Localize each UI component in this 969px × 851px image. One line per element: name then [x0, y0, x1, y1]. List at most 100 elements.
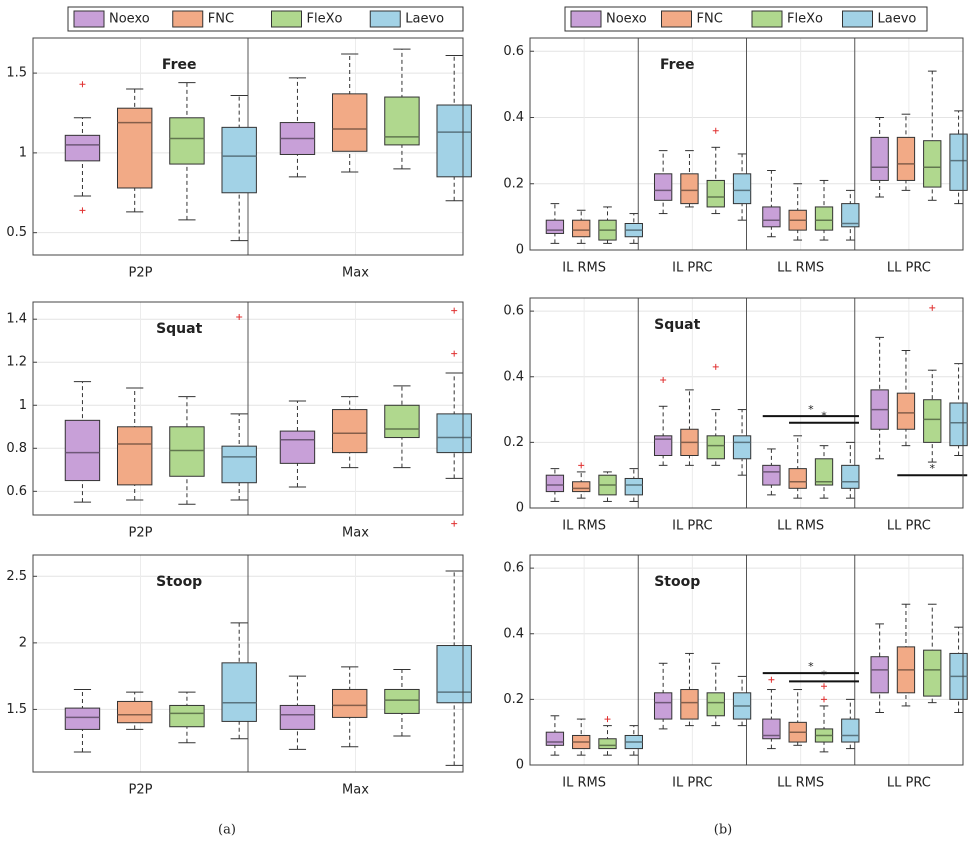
- significance-star: *: [821, 668, 827, 681]
- chart-title: Free: [660, 57, 695, 73]
- box: [64, 134, 101, 162]
- x-tick-label: LL PRC: [887, 519, 931, 534]
- box: [169, 117, 205, 165]
- chart-title: Free: [162, 57, 197, 73]
- outlier: [604, 716, 611, 723]
- box: [814, 206, 834, 231]
- caption: (a): [218, 823, 236, 838]
- box: [169, 426, 205, 477]
- box: [680, 689, 699, 720]
- box: [762, 718, 781, 740]
- chart-title: Stoop: [654, 574, 700, 590]
- x-tick-label: LL PRC: [887, 261, 931, 276]
- y-tick-label: 1.4: [6, 312, 27, 327]
- x-tick-label: Max: [342, 526, 369, 541]
- x-tick-label: IL RMS: [562, 776, 606, 791]
- y-tick-label: 0.2: [503, 176, 524, 191]
- legend-label: FNC: [697, 12, 723, 27]
- y-tick-label: 0: [516, 501, 524, 516]
- outlier: [712, 363, 719, 370]
- box: [896, 392, 916, 430]
- box: [436, 104, 472, 178]
- box: [896, 136, 916, 181]
- box: [331, 409, 368, 454]
- box: [116, 426, 153, 486]
- outlier: [451, 350, 458, 357]
- legend-label: Laevo: [878, 12, 917, 27]
- significance-star: *: [808, 660, 814, 673]
- x-tick-label: IL PRC: [672, 261, 713, 276]
- y-tick-label: 0.6: [503, 561, 524, 576]
- box: [331, 93, 368, 152]
- x-tick-label: P2P: [129, 526, 153, 541]
- box: [64, 419, 101, 482]
- legend-swatch: [172, 10, 204, 28]
- box: [384, 404, 420, 439]
- box: [923, 140, 942, 188]
- plot-frame: [529, 37, 964, 251]
- box: [923, 649, 942, 697]
- box: [923, 399, 942, 443]
- legend-label: FleXo: [307, 12, 343, 27]
- box: [384, 688, 420, 714]
- box: [116, 107, 153, 189]
- box: [653, 435, 673, 456]
- box: [169, 704, 205, 728]
- outlier: [929, 304, 936, 311]
- plot-frame: [529, 297, 964, 509]
- plot-frame: [32, 301, 464, 516]
- outlier: [236, 314, 243, 321]
- box: [653, 173, 673, 201]
- outlier: [768, 676, 775, 683]
- box: [706, 179, 725, 208]
- x-tick-label: Max: [342, 266, 369, 281]
- box: [436, 645, 472, 704]
- x-tick-label: IL PRC: [672, 776, 713, 791]
- box: [706, 435, 725, 460]
- y-tick-label: 0.5: [6, 225, 27, 240]
- legend-swatch: [661, 10, 692, 28]
- box: [436, 413, 472, 454]
- x-tick-label: P2P: [129, 783, 153, 798]
- x-tick-label: LL PRC: [887, 776, 931, 791]
- y-tick-label: 0.6: [503, 44, 524, 59]
- x-tick-label: LL RMS: [777, 776, 824, 791]
- box: [949, 133, 968, 191]
- legend-label: FleXo: [787, 12, 823, 27]
- box: [572, 481, 591, 493]
- caption: (b): [714, 823, 732, 838]
- legend-label: Noexo: [606, 12, 647, 27]
- x-tick-label: LL RMS: [777, 261, 824, 276]
- box: [598, 738, 617, 750]
- y-tick-label: 0.6: [6, 484, 27, 499]
- x-tick-label: LL RMS: [777, 519, 824, 534]
- y-tick-label: 0.2: [503, 692, 524, 707]
- y-tick-label: 0.8: [6, 441, 27, 456]
- box: [279, 430, 316, 464]
- box: [331, 688, 368, 718]
- box: [545, 474, 565, 493]
- y-tick-label: 1.2: [6, 355, 27, 370]
- legend-swatch: [73, 10, 105, 28]
- plot-frame: [32, 37, 464, 256]
- plot-frame: [529, 554, 964, 766]
- box: [384, 96, 420, 146]
- y-tick-label: 0.6: [503, 304, 524, 319]
- box: [116, 700, 153, 724]
- box: [680, 173, 699, 205]
- box: [870, 656, 889, 694]
- box: [841, 203, 860, 228]
- y-tick-label: 1: [19, 145, 27, 160]
- y-tick-label: 1: [19, 398, 27, 413]
- significance-star: *: [808, 403, 814, 416]
- x-tick-label: Max: [342, 783, 369, 798]
- y-tick-label: 0.4: [503, 369, 524, 384]
- y-tick-label: 0.2: [503, 435, 524, 450]
- y-tick-label: 1.5: [6, 702, 27, 717]
- box: [545, 731, 565, 746]
- x-tick-label: IL RMS: [562, 261, 606, 276]
- legend-label: Noexo: [109, 12, 150, 27]
- legend-label: Laevo: [405, 12, 444, 27]
- significance-star: *: [821, 410, 827, 423]
